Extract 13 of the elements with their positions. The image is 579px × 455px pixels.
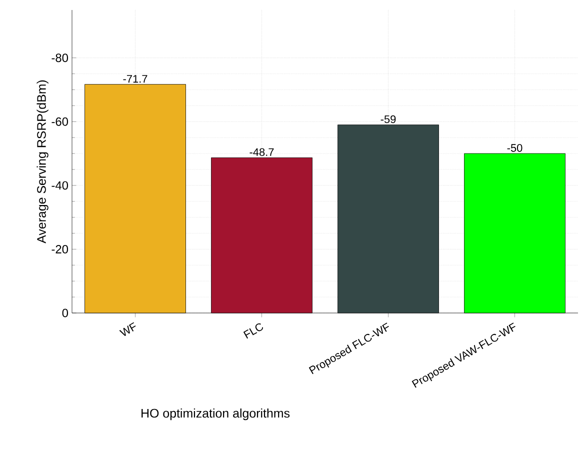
y-tick-label: -20 — [52, 244, 68, 254]
y-tick-label: 0 — [62, 308, 68, 318]
y-tick-label: -40 — [52, 181, 68, 190]
y-axis-title: Average Serving RSRP(dBm) — [36, 80, 48, 244]
data-label: -48.7 — [250, 148, 274, 156]
y-tick-label: -80 — [52, 54, 68, 62]
x-tick-label: WF — [119, 322, 136, 336]
data-label: -71.7 — [123, 75, 148, 83]
data-label: -59 — [380, 115, 396, 124]
y-tick-label: -60 — [52, 117, 68, 126]
x-axis-title: HO optimization algorithms — [142, 408, 290, 420]
x-tick-label: FLC — [243, 323, 264, 339]
data-label: -50 — [507, 144, 522, 152]
